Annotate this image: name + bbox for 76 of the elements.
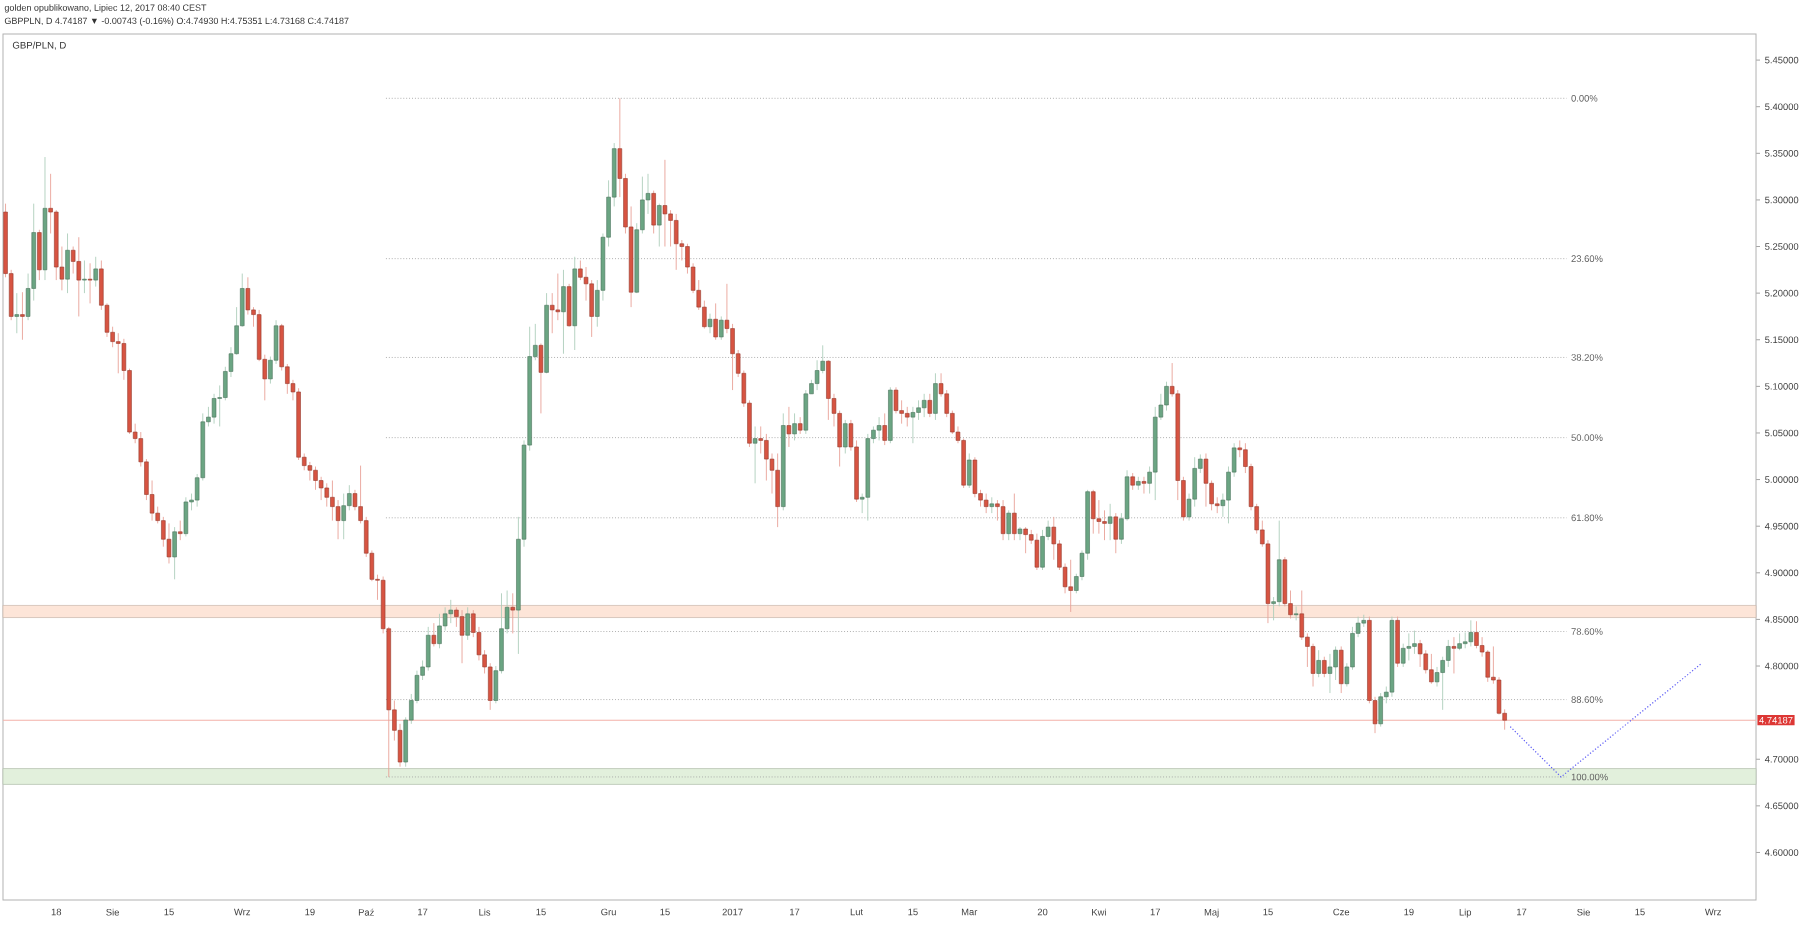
candlestick [707, 313, 713, 334]
candlestick [1113, 512, 1118, 554]
candlestick [1023, 526, 1028, 554]
candlestick [826, 359, 831, 421]
candlestick [1417, 639, 1423, 668]
candlestick [786, 406, 792, 448]
candlestick [719, 316, 724, 341]
candlestick [87, 262, 93, 304]
candlestick [37, 229, 42, 281]
candlestick [437, 613, 442, 649]
candlestick [166, 522, 172, 564]
candlestick [426, 626, 431, 672]
candlestick [566, 283, 572, 328]
candlestick [448, 599, 453, 624]
candlestick [1000, 499, 1006, 541]
candlestick [673, 213, 679, 271]
candlestick [1327, 653, 1333, 694]
candlestick [1451, 636, 1457, 674]
candlestick [713, 302, 718, 341]
candlestick [651, 190, 656, 234]
candlestick [14, 292, 20, 334]
candlestick [1164, 381, 1169, 412]
candlestick [1474, 620, 1479, 649]
candlestick [561, 269, 566, 355]
candlestick [1017, 526, 1023, 541]
candlestick [1006, 509, 1011, 541]
candlestick [1012, 493, 1017, 541]
candlestick [1322, 656, 1327, 678]
candlestick [65, 233, 70, 294]
candlestick [803, 389, 809, 435]
candlestick [876, 416, 882, 441]
candlestick [1468, 619, 1474, 647]
candlestick [1107, 503, 1113, 541]
candlestick [843, 419, 848, 454]
candlestick [431, 622, 437, 647]
candlestick [538, 343, 544, 414]
candlestick [1378, 692, 1383, 728]
candlestick [921, 393, 927, 418]
candlestick [116, 332, 121, 374]
candlestick [910, 406, 916, 444]
candlestick [1141, 476, 1147, 495]
candlestick [211, 393, 217, 425]
candlestick [1316, 649, 1321, 678]
candlestick [459, 609, 465, 664]
candlestick [510, 592, 515, 634]
candlestick [1429, 653, 1434, 685]
candlestick [1091, 489, 1096, 535]
candlestick [1040, 529, 1045, 571]
candlestick [927, 393, 933, 418]
candlestick [93, 256, 98, 288]
candlestick [1395, 616, 1400, 668]
candlestick [20, 291, 25, 341]
candlestick [882, 412, 887, 446]
candlestick [775, 453, 780, 528]
candlestick [1203, 453, 1209, 508]
candlestick [82, 260, 87, 294]
candlestick [1068, 559, 1073, 613]
candlestick [752, 425, 758, 484]
candlestick [662, 159, 668, 247]
candlestick [933, 372, 938, 421]
candlestick [967, 453, 972, 489]
candlestick [178, 520, 183, 541]
candlestick [76, 236, 82, 317]
candlestick [1339, 645, 1344, 694]
candlestick [983, 493, 989, 514]
candlestick [792, 412, 797, 441]
candlestick [183, 496, 189, 537]
candlestick [1293, 605, 1299, 621]
candlestick [905, 406, 910, 427]
candlestick [172, 526, 177, 580]
candlestick [1406, 632, 1412, 661]
candlestick [341, 493, 346, 540]
candlestick [1034, 533, 1040, 571]
candlestick [1412, 630, 1417, 655]
candlestick [657, 203, 662, 247]
candlestick [465, 606, 470, 641]
